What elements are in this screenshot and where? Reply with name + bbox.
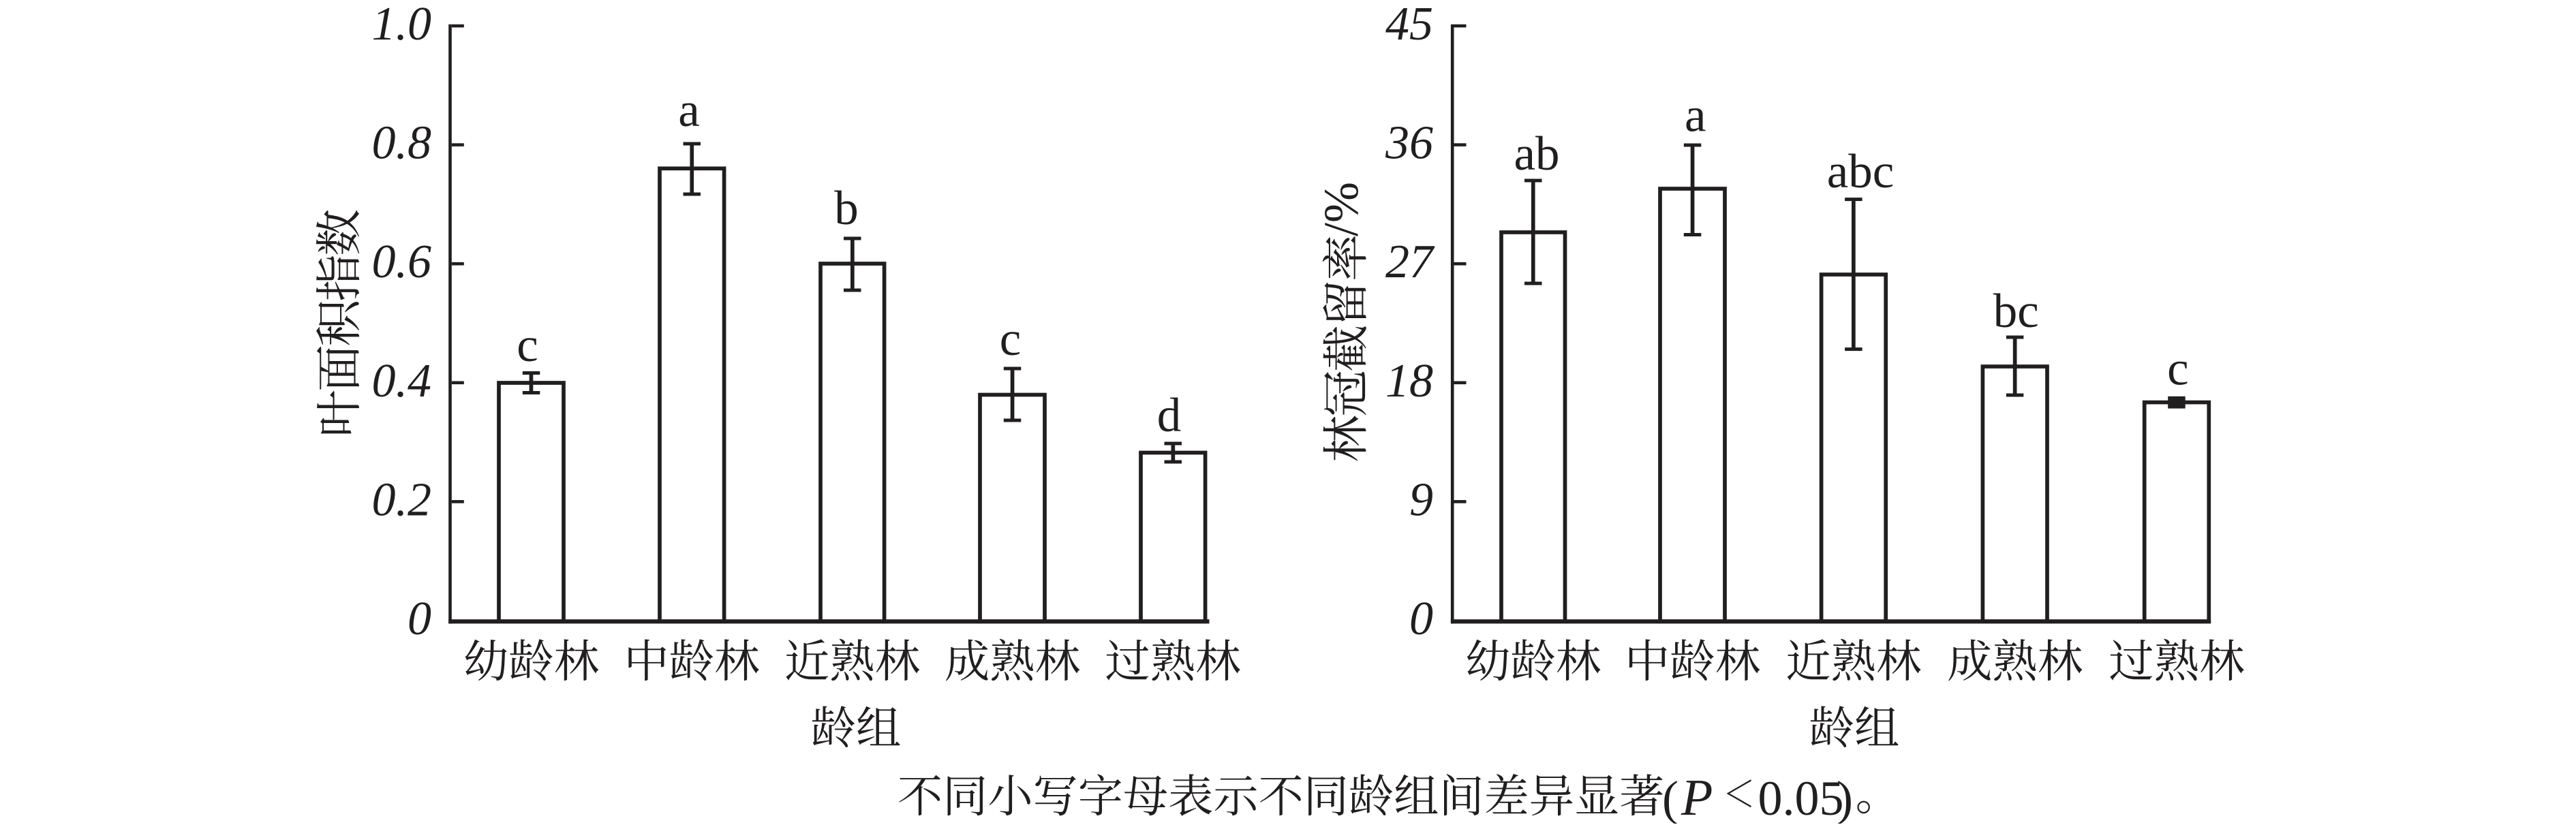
svg-text:bc: bc (1993, 285, 2039, 338)
svg-text:0.05: 0.05 (1758, 771, 1844, 824)
svg-text:): ) (1837, 771, 1853, 824)
svg-text:18: 18 (1385, 355, 1433, 407)
svg-text:a: a (678, 84, 700, 137)
svg-text:P: P (1681, 769, 1713, 824)
svg-text:36: 36 (1385, 117, 1433, 170)
svg-text:a: a (1685, 89, 1706, 142)
svg-text:0.8: 0.8 (372, 117, 432, 170)
svg-text:/%: /% (1314, 182, 1368, 236)
svg-text:1.0: 1.0 (372, 0, 432, 50)
svg-text:0: 0 (1409, 593, 1433, 645)
svg-text:9: 9 (1409, 473, 1433, 526)
svg-text:d: d (1157, 389, 1182, 442)
svg-text:c: c (2167, 342, 2189, 395)
svg-text:c: c (517, 319, 538, 372)
svg-text:ab: ab (1514, 127, 1559, 181)
svg-text:(: ( (1662, 771, 1678, 824)
svg-text:0.6: 0.6 (372, 236, 432, 288)
svg-text:0.4: 0.4 (372, 355, 432, 407)
svg-text:c: c (1000, 313, 1022, 366)
svg-text:b: b (834, 182, 859, 235)
svg-text:27: 27 (1385, 236, 1435, 288)
svg-text:0.2: 0.2 (372, 473, 432, 526)
svg-text:45: 45 (1385, 0, 1433, 50)
svg-text:0: 0 (408, 593, 431, 645)
svg-text:abc: abc (1827, 145, 1895, 198)
